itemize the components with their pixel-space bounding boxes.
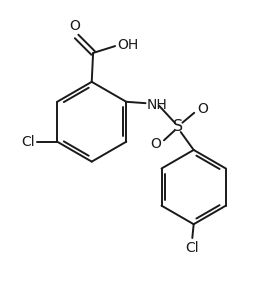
Text: NH: NH bbox=[147, 98, 168, 112]
Text: O: O bbox=[70, 19, 80, 33]
Text: Cl: Cl bbox=[21, 135, 35, 149]
Text: Cl: Cl bbox=[186, 241, 199, 255]
Text: O: O bbox=[197, 102, 208, 116]
Text: S: S bbox=[173, 119, 184, 134]
Text: OH: OH bbox=[117, 38, 138, 52]
Text: O: O bbox=[150, 137, 161, 151]
